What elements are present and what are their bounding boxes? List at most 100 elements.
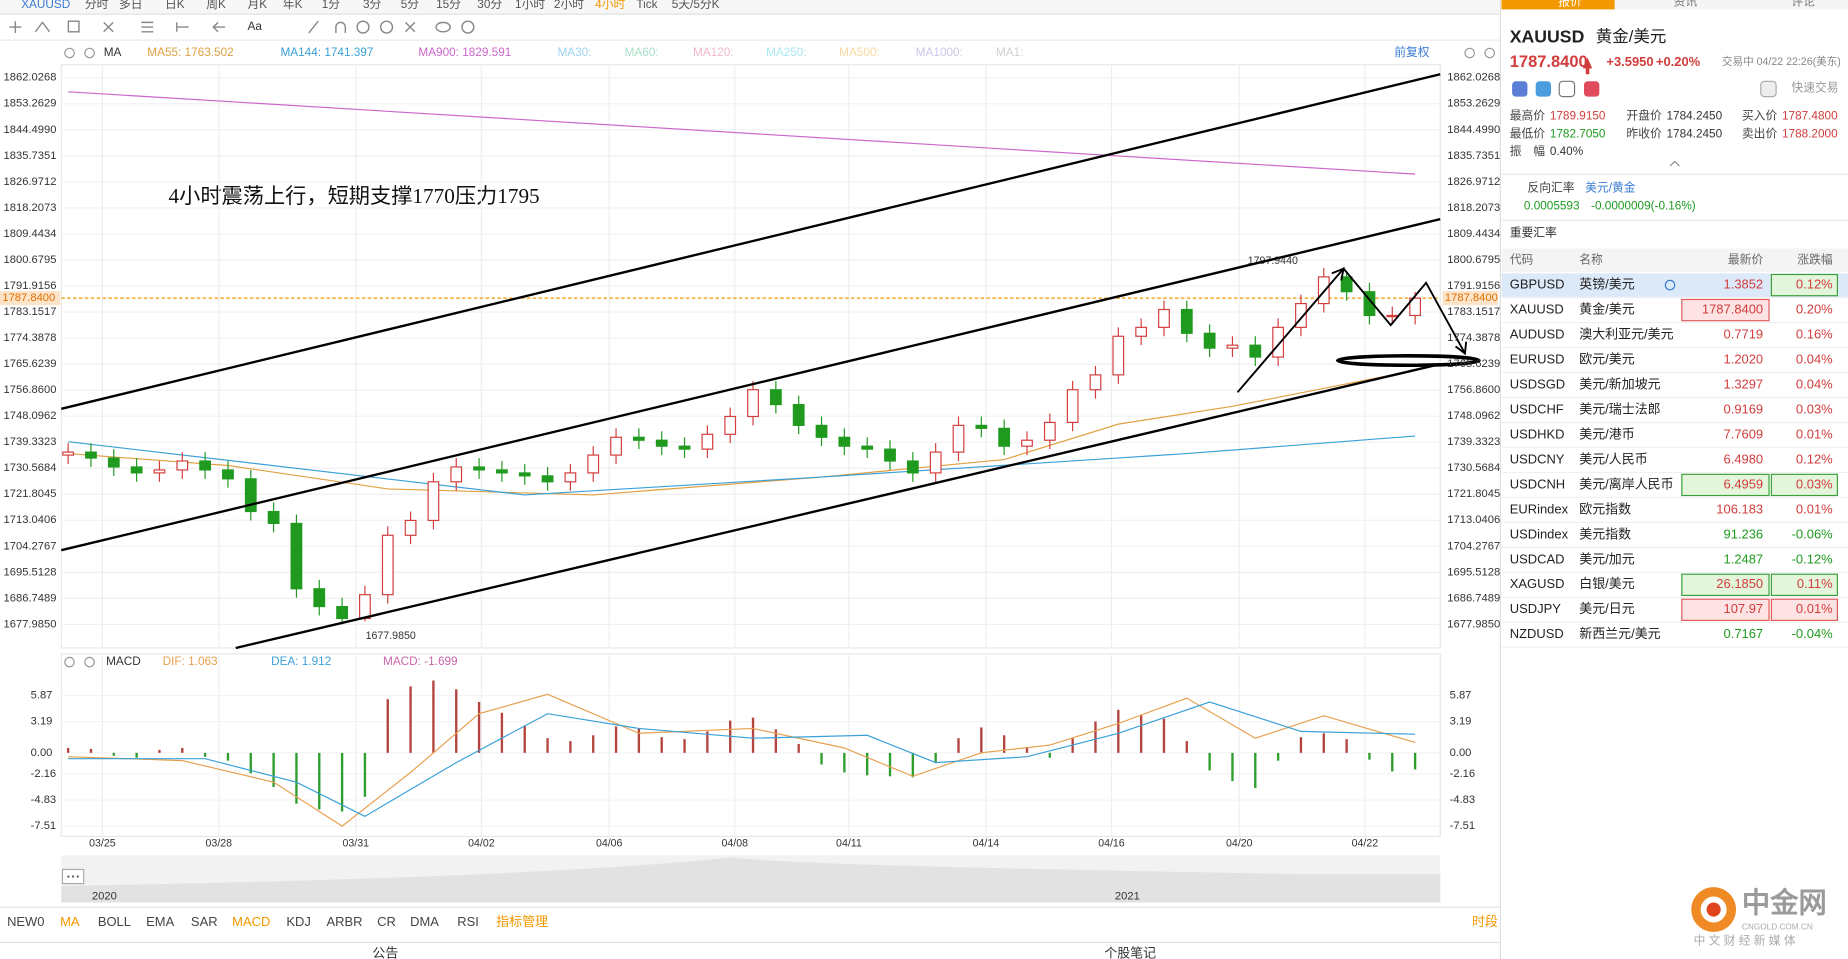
settings-icon[interactable] (64, 656, 75, 668)
delete-tool[interactable] (404, 21, 416, 33)
indicator-name[interactable]: MACD (106, 655, 141, 668)
x-tick-label: 04/06 (596, 837, 623, 849)
period-tab[interactable]: 分时 (85, 0, 109, 11)
period-tab[interactable]: 15分 (436, 0, 461, 11)
indicator-tab[interactable]: NEW0 (7, 914, 44, 929)
legend-entry[interactable]: MA30: (557, 46, 591, 59)
macd-bar (272, 752, 275, 788)
zoom-icon[interactable] (1464, 47, 1475, 59)
period-tab[interactable]: 1分 (322, 0, 341, 11)
indicator-tab[interactable]: EMA (146, 914, 174, 929)
legend-entry[interactable]: MA250: (766, 46, 807, 59)
line-tool[interactable] (34, 21, 51, 33)
pen-tool[interactable] (308, 20, 319, 34)
legend-entry[interactable]: MA55: 1763.502 (147, 46, 233, 59)
period-tab[interactable]: 4小时 (595, 0, 625, 11)
legend-entry[interactable]: MA120: (693, 46, 734, 59)
indicator-tab[interactable]: MA (60, 914, 80, 929)
period-tab[interactable]: 2小时 (554, 0, 584, 11)
footer-tab[interactable]: 公告 (372, 946, 398, 959)
magnet-tool[interactable] (335, 21, 347, 33)
indicator-tab[interactable]: RSI (457, 914, 479, 929)
change: -0.04% (1792, 626, 1834, 641)
measure-tool[interactable] (176, 22, 189, 32)
period-tab[interactable]: 年K (283, 0, 303, 11)
period-tab[interactable]: Tick (636, 0, 657, 11)
table-header: 名称 (1579, 252, 1603, 266)
indicator-name[interactable]: MA (104, 46, 122, 59)
price: 7.7609 (1724, 426, 1764, 441)
legend-entry[interactable]: MA60: (625, 46, 659, 59)
drawing-tools[interactable] (9, 20, 475, 34)
candle-body (222, 469, 234, 480)
legend-entry[interactable]: MA144: 1741.397 (281, 46, 374, 59)
indicator-tab[interactable]: KDJ (286, 914, 310, 929)
close-icon[interactable] (84, 656, 95, 668)
legend-entry[interactable]: MA1000: (916, 46, 963, 59)
period-tab[interactable]: 周K (206, 0, 226, 11)
hide-tool[interactable] (379, 20, 394, 34)
code: XAUUSD (1510, 302, 1564, 317)
period-tab[interactable]: 5分 (401, 0, 420, 11)
price: 1.3852 (1724, 277, 1764, 292)
footer-tab[interactable]: 个股笔记 (1104, 946, 1156, 959)
indicator-tab[interactable]: BOLL (98, 914, 131, 929)
indicator-tab[interactable]: ARBR (326, 914, 362, 929)
period-tab[interactable]: 3分 (363, 0, 382, 11)
code-cell: USDSGD (1510, 376, 1565, 391)
indicator-tab[interactable]: MACD (232, 914, 270, 929)
adjust-label[interactable]: 前复权 (1394, 45, 1430, 59)
indicator-tab[interactable]: CR (377, 914, 396, 929)
eye-tool[interactable] (435, 21, 451, 33)
y-tick-label: 1721.8045 (1447, 488, 1500, 500)
macd-bar (706, 731, 709, 753)
collapse-caret[interactable] (1669, 160, 1680, 167)
add-icon[interactable] (1484, 47, 1496, 59)
candle-body (541, 475, 554, 483)
candle-body (1317, 276, 1330, 305)
legend-entry[interactable]: DIF: 1.063 (163, 655, 218, 668)
active-tab[interactable] (1501, 0, 1615, 10)
lock-tool[interactable] (356, 20, 370, 34)
name-cell: 美元/瑞士法郎 (1579, 401, 1660, 416)
period-tab[interactable]: 多日 (119, 0, 143, 11)
table-header: 涨跌幅 (1797, 252, 1833, 266)
text-tool[interactable]: Aa (248, 20, 263, 33)
price: 0.7719 (1724, 326, 1764, 341)
legend-entry[interactable]: DEA: 1.912 (271, 655, 331, 668)
max-label: 1797.9440 (1248, 255, 1298, 267)
rect-tool[interactable] (67, 20, 80, 33)
settings-icon[interactable] (64, 47, 75, 59)
side-tab[interactable]: 资讯 (1674, 0, 1698, 8)
reverse-pair[interactable]: 美元/黄金 (1585, 181, 1636, 195)
period-tab[interactable]: 月K (248, 0, 268, 11)
legend-entry[interactable]: MA500: (839, 46, 880, 59)
indicator-tab[interactable]: DMA (410, 914, 439, 929)
period-tab[interactable]: 5天/5分K (672, 0, 720, 11)
indicator-tab[interactable]: 指标管理 (496, 914, 548, 929)
watch-icon[interactable] (1664, 279, 1676, 291)
legend-entry[interactable]: MA1: (996, 46, 1023, 59)
settings-tool[interactable] (461, 20, 475, 34)
panel-icons[interactable] (64, 47, 1496, 668)
indicator-tab[interactable]: SAR (191, 914, 218, 929)
close-icon[interactable] (84, 47, 95, 59)
crosshair-tool[interactable] (9, 21, 22, 33)
price: 91.236 (1724, 526, 1764, 541)
fib-tool[interactable] (103, 21, 114, 33)
period-tab[interactable]: 1小时 (515, 0, 545, 11)
legend-entry[interactable]: MA900: 1829.591 (418, 46, 511, 59)
macd-bar (1117, 709, 1120, 753)
period-tab[interactable]: 30分 (477, 0, 502, 11)
macd-bar (660, 737, 663, 753)
arrow-tool[interactable] (212, 21, 226, 33)
legend-entry[interactable]: MACD: -1.699 (383, 655, 458, 668)
period-button[interactable]: 时段 (1472, 914, 1498, 929)
period-tab[interactable]: 日K (165, 0, 185, 11)
price-chart: 1797.9440 1677.9850 (61, 64, 1441, 648)
side-tab[interactable]: 报价 (1558, 0, 1582, 8)
quick-trade[interactable]: 快速交易 (1791, 80, 1838, 94)
channel-tool[interactable] (141, 21, 154, 33)
quote-icons[interactable] (1512, 80, 1777, 98)
side-tab[interactable]: 评论 (1791, 0, 1815, 8)
